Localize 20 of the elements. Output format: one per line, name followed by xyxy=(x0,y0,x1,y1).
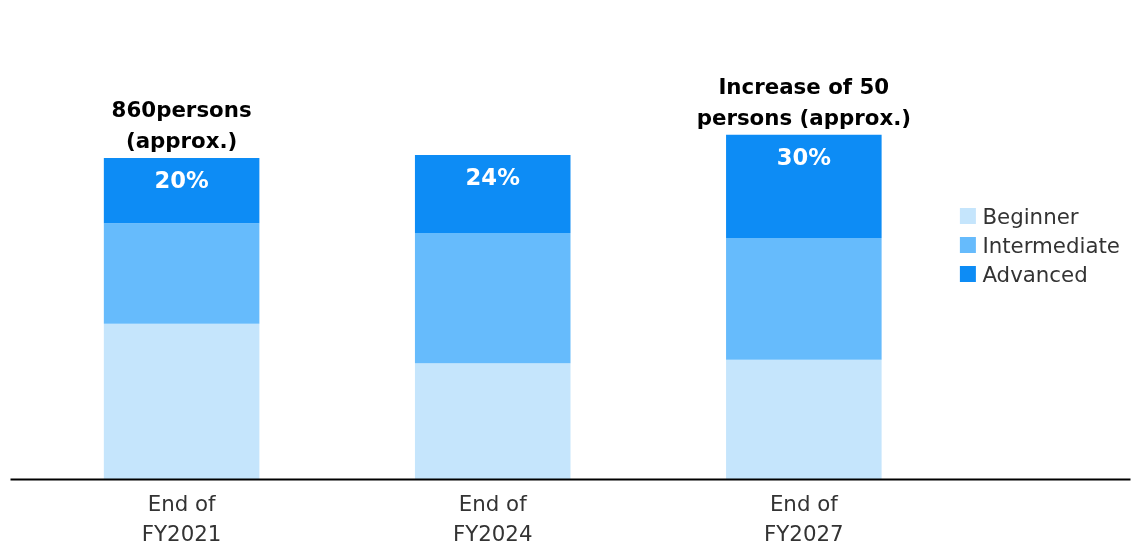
annotation: 30% xyxy=(776,144,831,171)
annotation: 860persons (approx.) xyxy=(111,97,252,154)
x-tick-label: End of FY2024 xyxy=(452,490,533,546)
annotation: 24% xyxy=(465,164,520,191)
bar xyxy=(414,154,571,233)
x-tick-label: End of FY2027 xyxy=(764,490,844,546)
bar xyxy=(103,223,260,324)
bar xyxy=(414,363,571,480)
bar xyxy=(726,238,882,360)
bar xyxy=(726,134,882,239)
bar xyxy=(726,359,882,480)
annotation: Increase of 50 persons (approx.) xyxy=(696,73,912,130)
legend-label: Beginner xyxy=(982,203,1079,228)
legend-label: Advanced xyxy=(982,261,1088,286)
annotation: 20% xyxy=(154,167,209,194)
bar xyxy=(414,232,571,364)
legend-label: Intermediate xyxy=(982,232,1120,257)
bar xyxy=(103,158,260,224)
x-tick-label: End of FY2021 xyxy=(141,490,222,546)
bar xyxy=(103,323,260,480)
